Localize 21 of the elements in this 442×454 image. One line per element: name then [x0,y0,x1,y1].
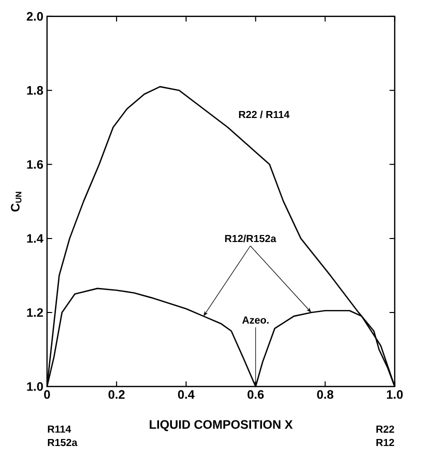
x-tick-label: 0.2 [108,390,125,399]
y-tick-label: 2.0 [26,12,44,21]
y-tick-label: 1.0 [27,382,44,391]
y-tick-label: 1.6 [27,160,44,169]
text: R152a [48,438,78,446]
y-axis-title: C$_{UN}$ [11,192,22,212]
x-tick-label: 1.0 [387,390,403,399]
x-tick-label: 0.8 [317,390,334,399]
text: R22 [376,426,394,433]
y-tick-label: 1.8 [27,86,44,95]
text: R114 [48,426,72,433]
series-label: R22 / R114 [239,110,290,118]
x-tick-label: 0 [44,390,50,399]
y-tick-label: 1.2 [27,308,44,317]
text: R12 [376,438,394,446]
x-tick-label: 0.6 [248,390,264,399]
x-tick-label: 0.4 [178,390,195,399]
x-axis-title: LIQUID COMPOSITION X [150,420,293,432]
y-tick-label: 1.4 [27,234,44,243]
annotation: Azeo. [242,316,269,324]
text: R12/R152a [225,234,276,242]
